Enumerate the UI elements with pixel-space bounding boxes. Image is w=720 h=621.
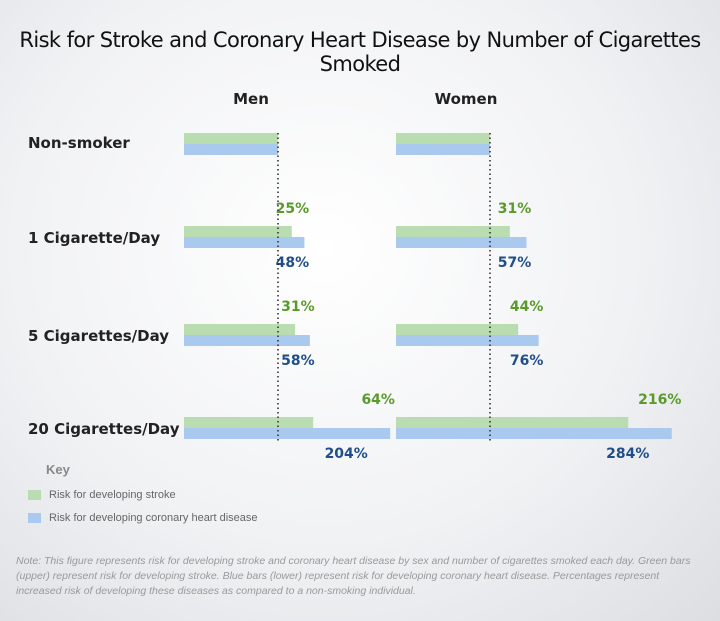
footnote: Note: This figure represents risk for de… [16, 555, 691, 597]
row-label-0: Non-smoker [28, 134, 130, 152]
label-chd-women-1: 57% [498, 255, 532, 271]
label-stroke-men-3: 64% [361, 392, 395, 408]
label-chd-men-1: 48% [276, 255, 310, 271]
key-item-stroke: Risk for developing stroke [28, 489, 176, 501]
bar-stroke-men-3 [184, 417, 314, 428]
key-swatch-chd [28, 513, 41, 523]
bar-stroke-men-1 [184, 226, 292, 237]
bar-stroke-men-2 [184, 324, 296, 335]
label-stroke-women-2: 44% [510, 299, 544, 315]
group-header-men: Men [233, 90, 269, 108]
chart-title: Risk for Stroke and Coronary Heart Disea… [19, 28, 701, 76]
bar-chd-women-2 [396, 335, 539, 346]
bar-chd-men-3 [184, 428, 391, 439]
bar-chd-women-0 [396, 144, 490, 155]
key-item-chd: Risk for developing coronary heart disea… [28, 512, 258, 524]
bar-stroke-men-0 [184, 133, 278, 144]
row-label-1: 1 Cigarette/Day [28, 229, 160, 247]
label-chd-women-3: 284% [606, 446, 649, 462]
row-label-3: 20 Cigarettes/Day [28, 420, 180, 438]
bar-chd-women-1 [396, 237, 527, 248]
bar-chd-men-2 [184, 335, 310, 346]
group-header-women: Women [435, 90, 498, 108]
label-chd-men-3: 204% [325, 446, 368, 462]
bar-stroke-women-0 [396, 133, 490, 144]
key-label-chd: Risk for developing coronary heart disea… [49, 512, 258, 524]
label-stroke-women-1: 31% [498, 201, 532, 217]
bar-stroke-women-3 [396, 417, 629, 428]
label-stroke-women-3: 216% [638, 392, 681, 408]
row-label-2: 5 Cigarettes/Day [28, 327, 169, 345]
bar-chd-men-0 [184, 144, 278, 155]
label-stroke-men-1: 25% [276, 201, 310, 217]
bar-stroke-women-1 [396, 226, 510, 237]
key-label-stroke: Risk for developing stroke [49, 489, 176, 501]
label-chd-women-2: 76% [510, 353, 544, 369]
label-stroke-men-2: 31% [281, 299, 315, 315]
label-chd-men-2: 58% [281, 353, 315, 369]
key-title: Key [46, 462, 70, 477]
bar-chd-women-3 [396, 428, 672, 439]
key-swatch-stroke [28, 490, 41, 500]
bar-stroke-women-2 [396, 324, 519, 335]
bar-chd-men-1 [184, 237, 305, 248]
